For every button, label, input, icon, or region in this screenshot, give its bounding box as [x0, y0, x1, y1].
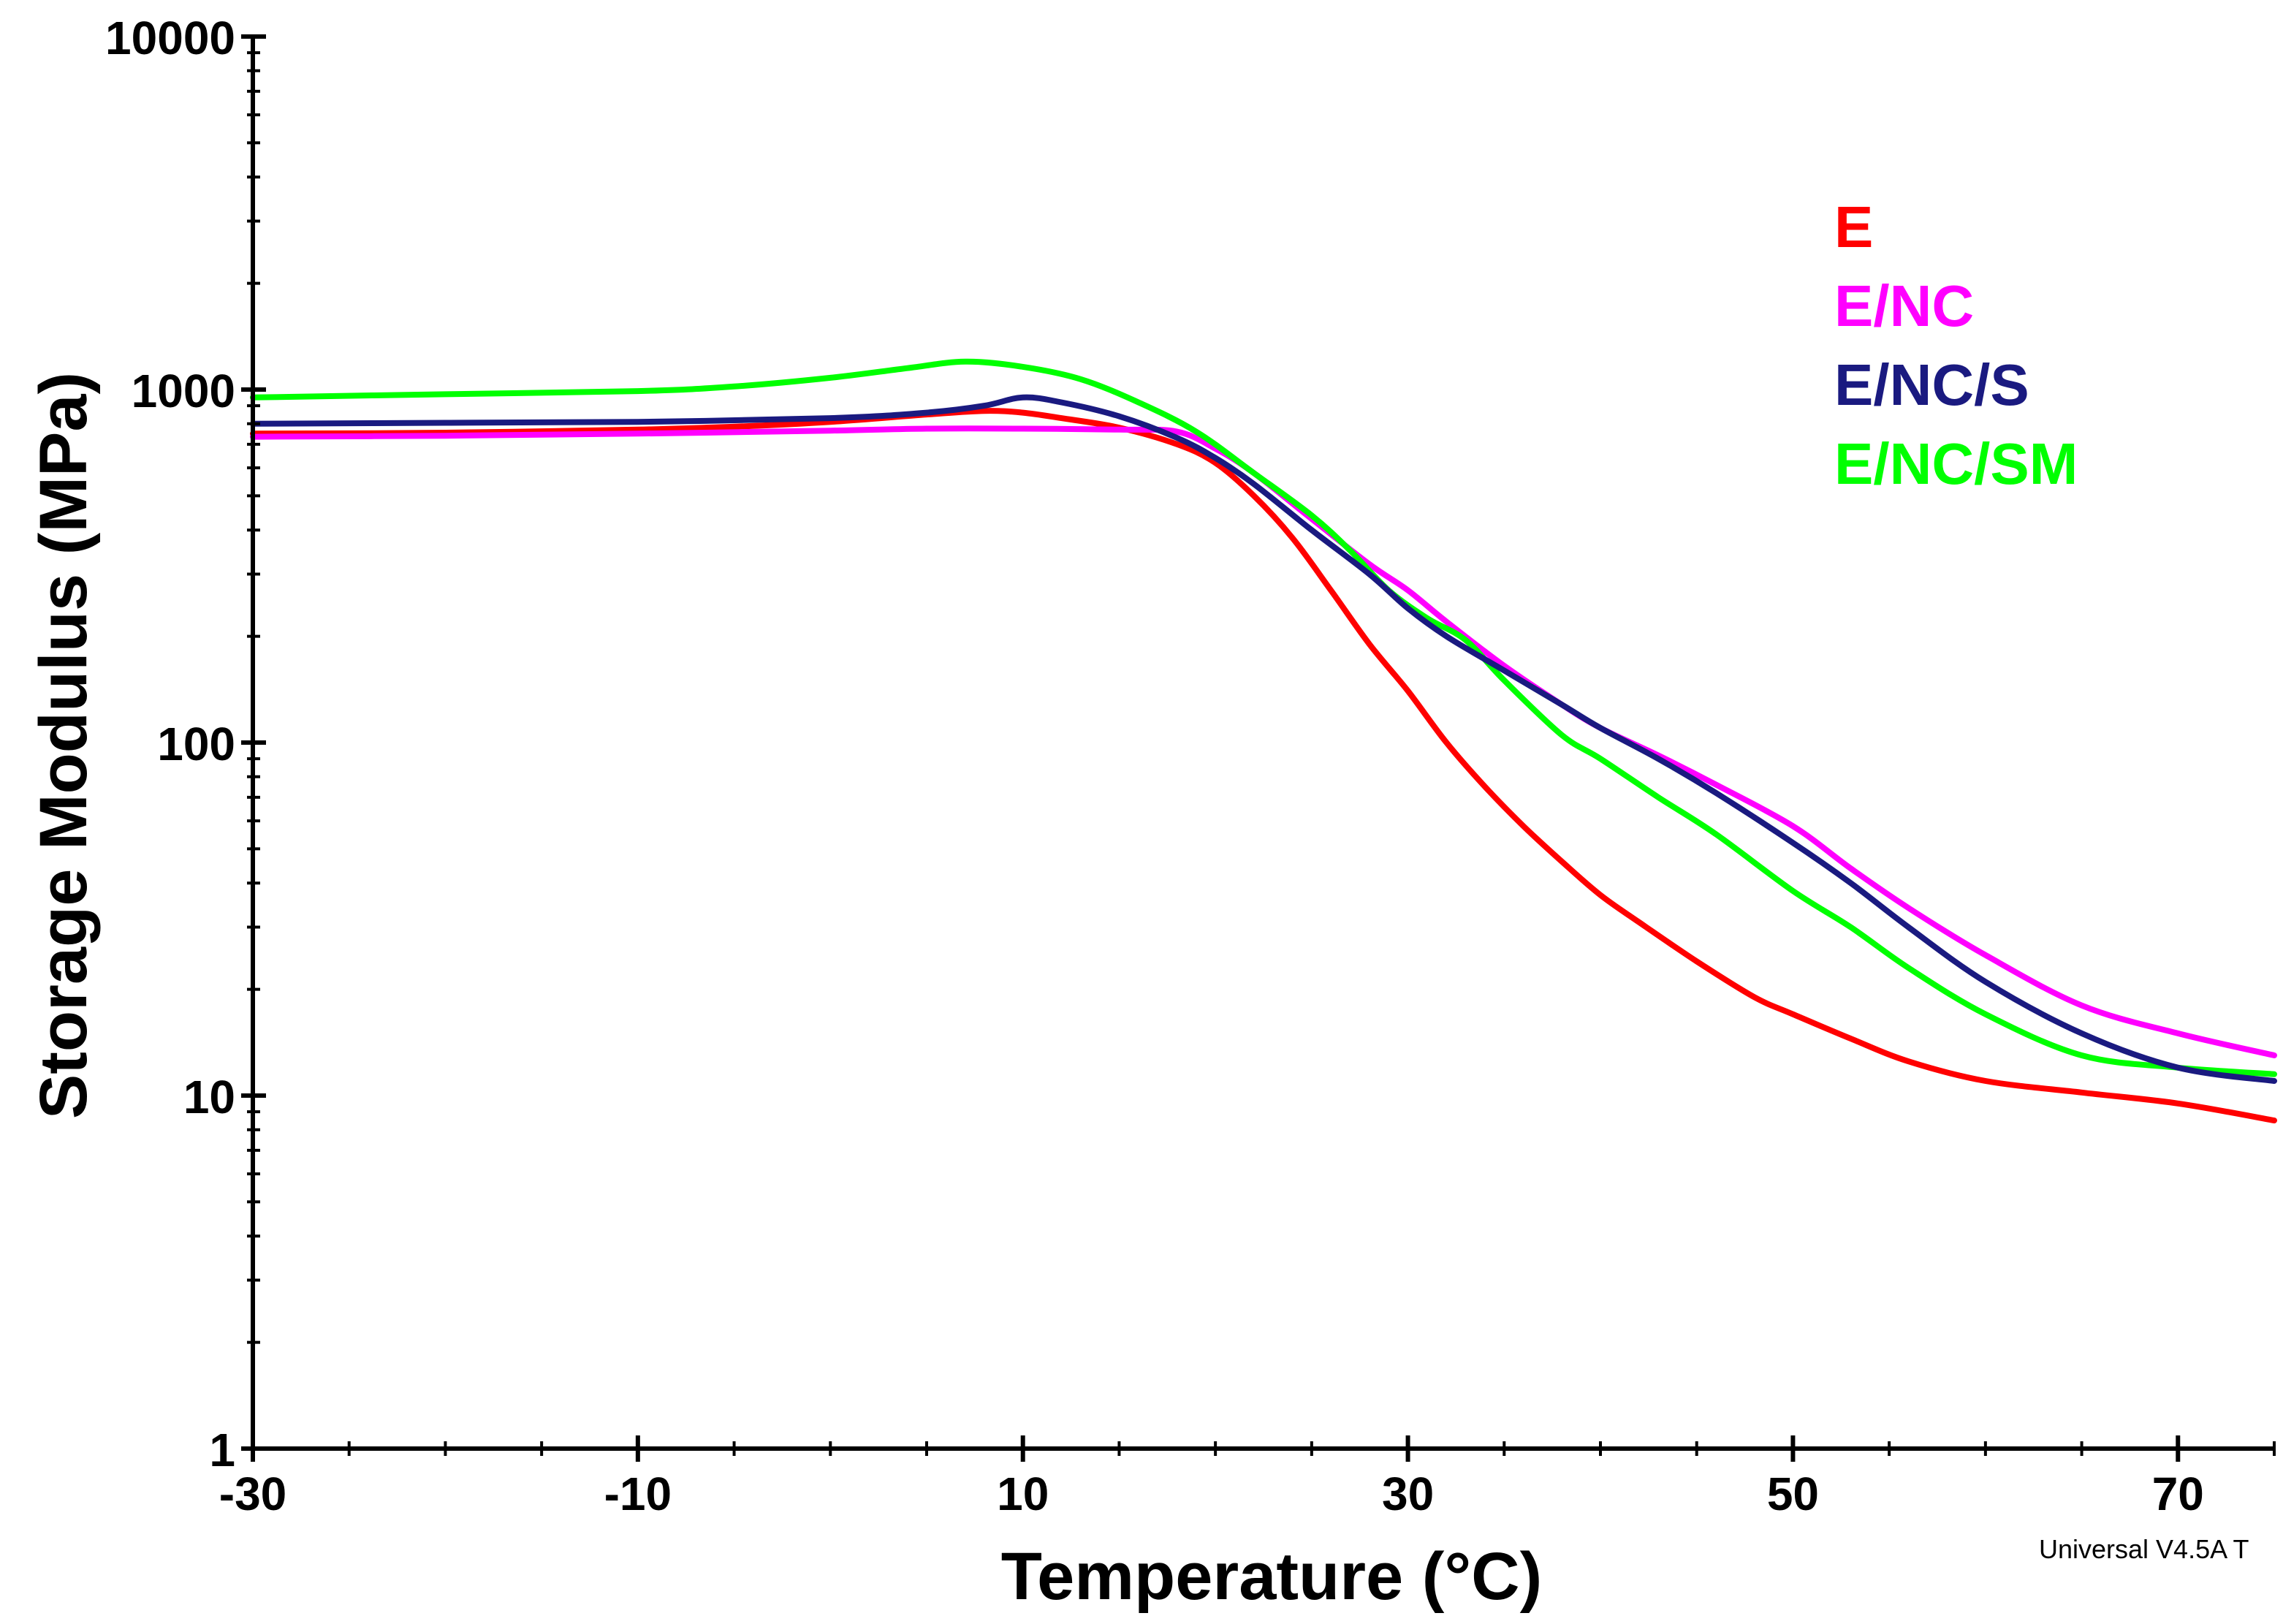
x-axis-title: Temperature (°C) — [1001, 1539, 1543, 1614]
x-tick-label: -30 — [219, 1468, 287, 1520]
y-tick-label: 1 — [209, 1424, 235, 1476]
x-tick-label: 70 — [2152, 1468, 2204, 1520]
software-version-note: Universal V4.5A T — [2039, 1534, 2249, 1564]
x-tick-label: 30 — [1382, 1468, 1434, 1520]
series-line-e-nc — [250, 425, 2277, 1058]
axes: 1 10 100 1000 10000 -30 -10 10 30 50 70 — [105, 12, 2276, 1520]
legend-entry-e-nc-s: E/NC/S — [1834, 352, 2029, 417]
legend-entry-e-nc: E/NC — [1834, 273, 1974, 338]
legend-entry-e: E — [1834, 194, 1873, 259]
series-line-e — [250, 408, 2277, 1124]
legend-entry-e-nc-sm: E/NC/SM — [1834, 431, 2078, 496]
x-tick-label: -10 — [604, 1468, 672, 1520]
y-tick-label: 10 — [183, 1071, 235, 1123]
y-tick-label: 1000 — [132, 365, 235, 417]
series-lines — [250, 358, 2277, 1124]
x-tick-label: 10 — [997, 1468, 1049, 1520]
legend: E E/NC E/NC/S E/NC/SM — [1834, 194, 2078, 496]
y-axis-title: Storage Modulus (MPa) — [26, 372, 101, 1119]
x-tick-label: 50 — [1767, 1468, 1819, 1520]
series-line-e-nc-s — [250, 394, 2277, 1084]
y-tick-label: 10000 — [105, 12, 235, 64]
y-tick-label: 100 — [157, 718, 235, 770]
